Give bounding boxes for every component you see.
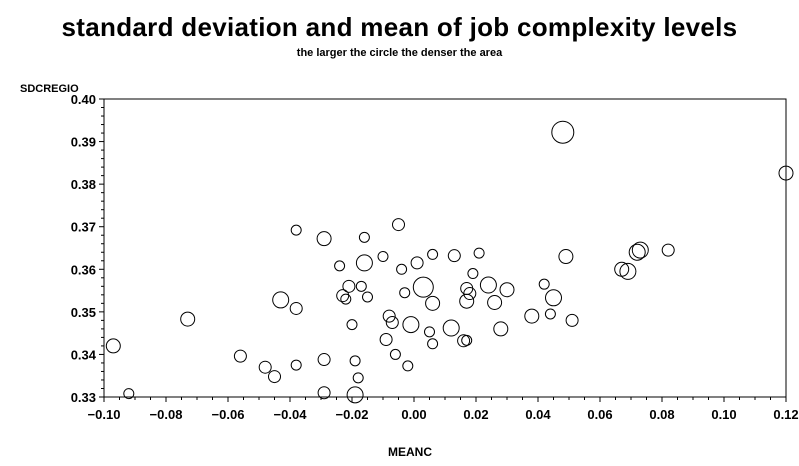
chart-subtitle: the larger the circle the denser the are… xyxy=(296,47,503,59)
data-point xyxy=(424,326,435,338)
data-point xyxy=(467,268,479,280)
chart-title: standard deviation and mean of job compl… xyxy=(61,12,738,42)
data-point xyxy=(628,243,646,261)
y-tick-label: 0.37 xyxy=(71,220,96,235)
data-point xyxy=(355,254,373,272)
data-point xyxy=(524,308,540,324)
data-point xyxy=(272,291,290,309)
data-point xyxy=(412,276,434,298)
data-point xyxy=(538,278,550,290)
data-point xyxy=(180,311,196,327)
x-tick-label: 0.06 xyxy=(587,407,612,422)
data-point xyxy=(410,256,424,270)
y-tick-label: 0.33 xyxy=(71,390,96,405)
data-point xyxy=(382,309,396,323)
data-point xyxy=(551,120,575,144)
data-point xyxy=(558,249,574,265)
data-point xyxy=(346,386,364,404)
data-point xyxy=(459,293,475,309)
data-point xyxy=(123,388,135,400)
x-tick-label: 0.08 xyxy=(649,407,674,422)
data-point xyxy=(290,224,302,236)
data-point xyxy=(399,287,411,299)
data-point xyxy=(461,334,473,346)
data-point xyxy=(487,294,503,310)
y-axis: 0.33 0.34 0.35 0.36 0.37 0.38 0.39 0.40 xyxy=(71,92,104,405)
data-point xyxy=(631,241,649,259)
data-point xyxy=(565,313,579,327)
x-tick-label: 0.12 xyxy=(773,407,798,422)
data-points xyxy=(105,120,794,404)
data-point xyxy=(340,293,352,305)
x-tick-label: −0.04 xyxy=(274,407,308,422)
x-tick-label: 0.00 xyxy=(401,407,426,422)
data-point xyxy=(352,372,364,384)
data-point xyxy=(290,359,302,371)
data-point xyxy=(358,231,370,243)
data-point xyxy=(385,316,399,329)
data-point xyxy=(619,262,637,280)
x-tick-label: −0.10 xyxy=(88,407,121,422)
x-tick-label: 0.10 xyxy=(711,407,736,422)
data-point xyxy=(105,338,121,354)
data-point xyxy=(289,301,303,315)
data-point xyxy=(545,289,562,307)
data-point xyxy=(362,291,373,303)
data-point xyxy=(336,289,350,303)
x-axis-label: MEANC xyxy=(388,445,432,459)
data-point xyxy=(396,263,408,275)
data-point xyxy=(427,338,439,350)
y-tick-label: 0.40 xyxy=(71,92,96,107)
data-point xyxy=(379,333,393,347)
data-point xyxy=(268,370,281,384)
data-point xyxy=(442,319,460,337)
data-point xyxy=(258,360,272,374)
x-tick-label: −0.02 xyxy=(336,407,369,422)
data-point xyxy=(473,247,485,259)
plot-area xyxy=(103,98,787,398)
data-point xyxy=(463,287,477,301)
data-point xyxy=(392,218,405,232)
data-point xyxy=(661,243,675,257)
data-point xyxy=(544,308,556,320)
y-tick-label: 0.38 xyxy=(71,177,96,192)
data-point xyxy=(447,249,461,263)
data-point xyxy=(427,248,439,260)
data-point xyxy=(479,276,497,294)
data-point xyxy=(349,355,361,367)
data-point xyxy=(402,316,420,334)
data-point xyxy=(778,165,794,181)
data-point xyxy=(425,295,441,311)
data-point xyxy=(233,349,247,363)
data-point xyxy=(317,386,331,400)
x-tick-label: −0.06 xyxy=(212,407,245,422)
data-point xyxy=(346,319,358,331)
data-point xyxy=(499,282,515,298)
y-tick-label: 0.34 xyxy=(71,347,97,362)
data-point xyxy=(316,231,332,247)
data-point xyxy=(493,321,509,337)
data-point xyxy=(457,334,471,348)
data-point xyxy=(389,348,401,360)
data-point xyxy=(614,261,630,277)
x-axis: −0.10 −0.08 −0.06 −0.04 −0.02 0.00 0.02 0.04 0.0… xyxy=(88,397,799,422)
data-point xyxy=(342,279,356,293)
data-point xyxy=(355,280,367,292)
data-point xyxy=(402,360,414,372)
y-tick-label: 0.39 xyxy=(71,135,96,150)
y-tick-label: 0.36 xyxy=(71,262,96,277)
y-tick-label: 0.35 xyxy=(71,305,96,320)
x-tick-label: 0.02 xyxy=(463,407,488,422)
data-point xyxy=(317,353,331,367)
data-point xyxy=(334,260,346,272)
y-axis-label: SDCREGIO xyxy=(20,83,79,95)
x-tick-label: −0.08 xyxy=(150,407,183,422)
x-tick-label: 0.04 xyxy=(525,407,551,422)
data-point xyxy=(377,251,389,263)
